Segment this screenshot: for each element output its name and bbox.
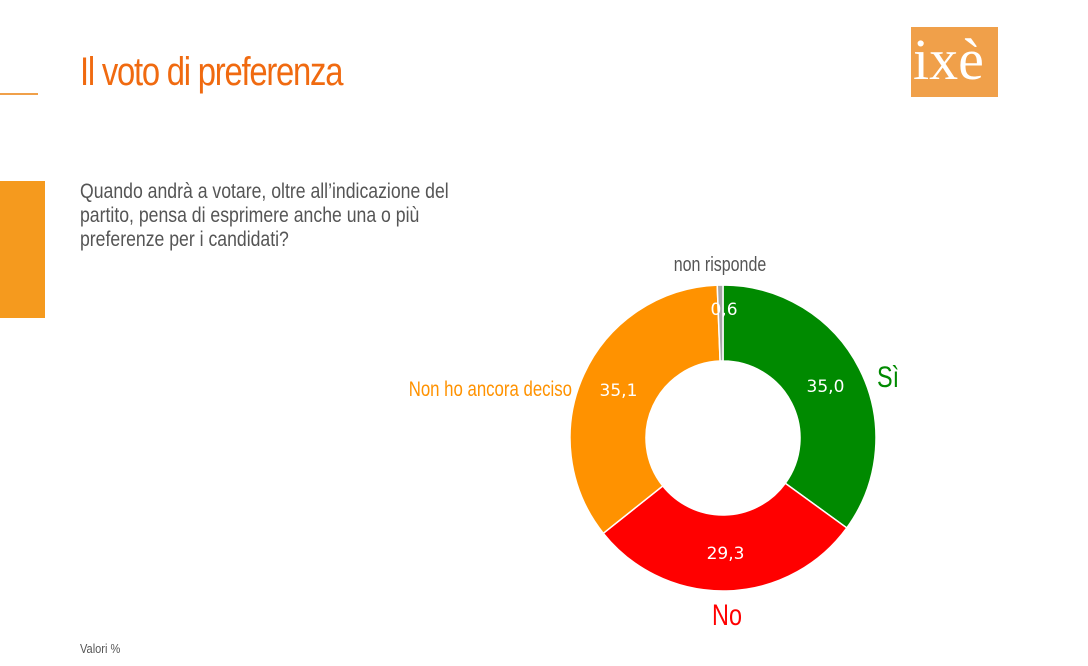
slice-si (722, 284, 877, 529)
header-rule (0, 93, 38, 95)
footnote: Valori % (80, 641, 121, 656)
category-label-non-ho-ancora-deciso: Non ho ancora deciso (409, 378, 572, 401)
slice-no (602, 482, 848, 592)
category-label-no: No (712, 598, 742, 631)
page-title: Il voto di preferenza (80, 50, 343, 94)
survey-question: Quando andrà a votare, oltre all’indicaz… (80, 180, 449, 251)
category-label-non-risponde: non risponde (674, 253, 767, 275)
value-label-non-risponde: 0,6 (710, 300, 737, 320)
value-label-si: 35,0 (807, 377, 845, 397)
value-label-non-ho-ancora-deciso: 35,1 (600, 381, 638, 401)
category-label-si: Sì (877, 360, 899, 393)
slice-non-risponde (716, 284, 724, 362)
side-accent-bar (0, 181, 45, 318)
value-label-no: 29,3 (707, 544, 745, 564)
logo-text: ixè (913, 27, 984, 92)
slice-non-ho-ancora-deciso (569, 284, 721, 535)
ixe-logo: ixè (911, 27, 998, 97)
